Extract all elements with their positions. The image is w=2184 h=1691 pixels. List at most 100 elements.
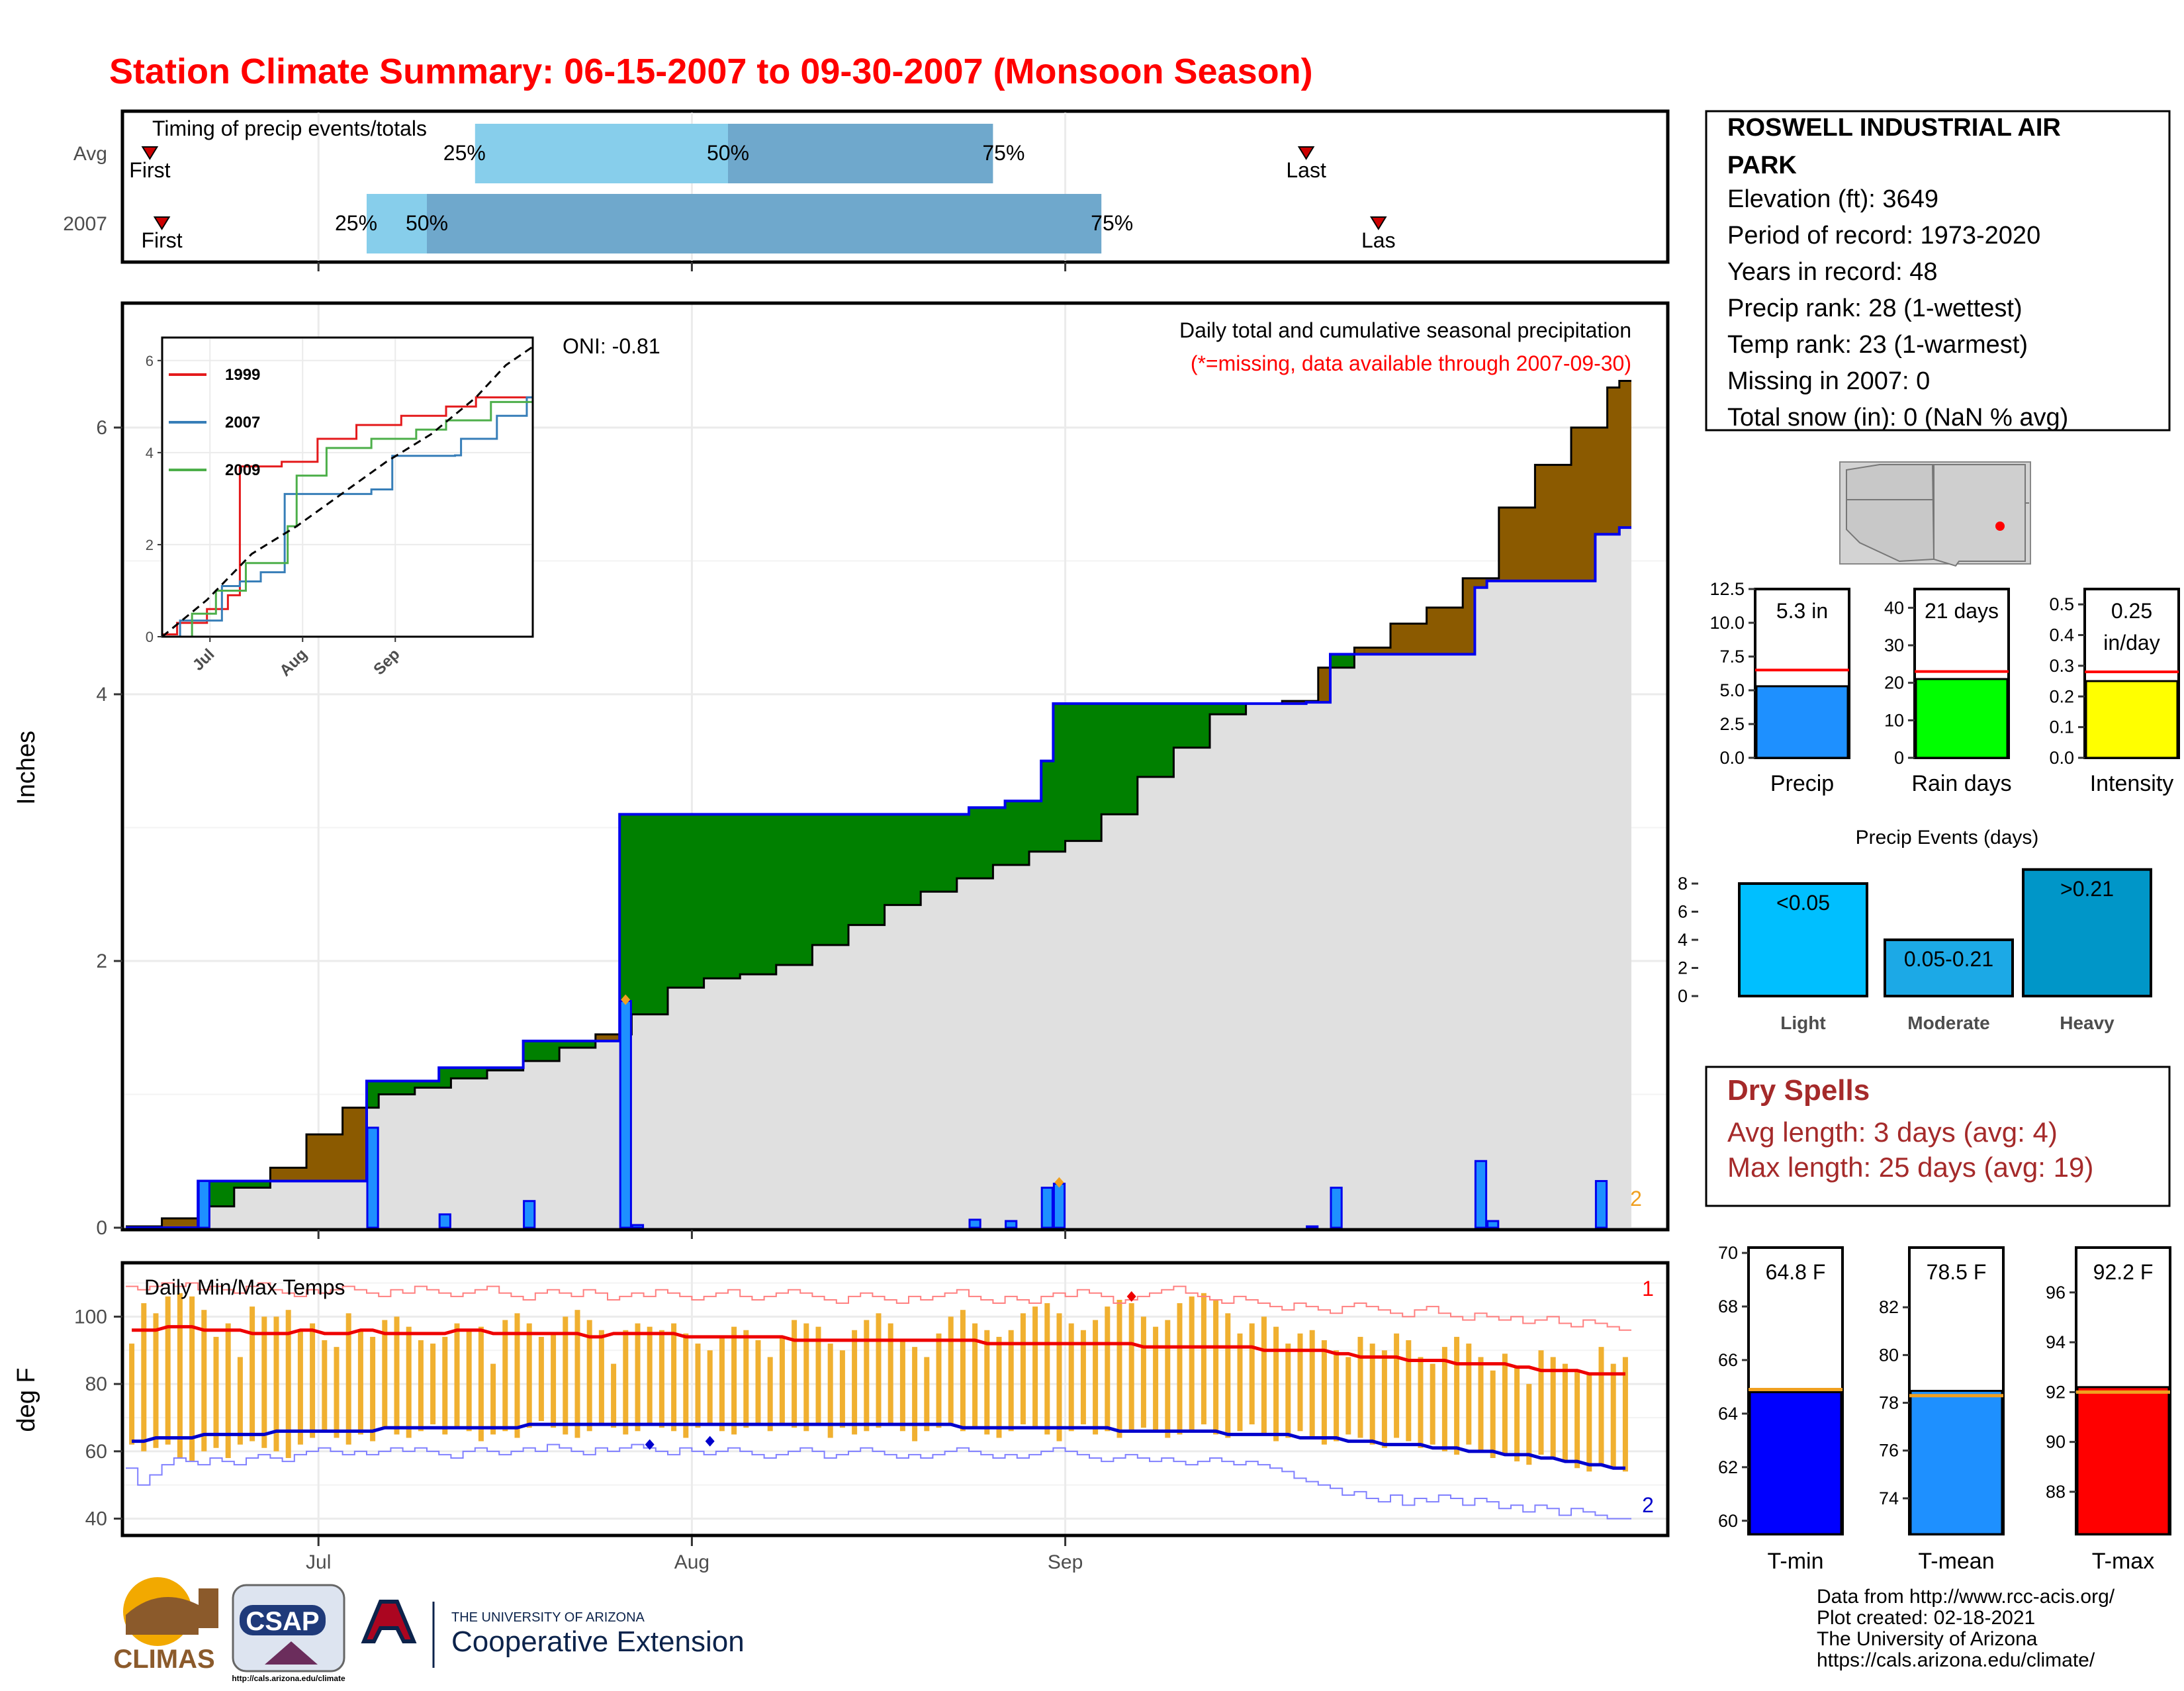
temp-summary-y-tick-label: 66 <box>1718 1350 1738 1370</box>
daily-temp-range-bar <box>792 1320 797 1428</box>
events-bar-light <box>1738 882 1868 997</box>
month-label: Sep <box>1048 1551 1083 1573</box>
daily-temp-range-bar <box>526 1323 532 1428</box>
climas-hill-shape <box>126 1597 199 1635</box>
daily-temp-range-bar <box>1622 1357 1628 1472</box>
daily-temp-range-bar <box>864 1320 870 1432</box>
summary-bar-y-tick-label: 0 <box>1894 748 1904 768</box>
daily-temp-range-bar <box>141 1303 147 1451</box>
timing-last-marker <box>1297 146 1315 160</box>
daily-temp-range-bar <box>1080 1330 1086 1425</box>
events-y-tick-label: 4 <box>1678 930 1688 950</box>
daily-temp-range-bar <box>213 1336 219 1448</box>
temp-extreme-marker <box>1126 1291 1136 1302</box>
daily-temp-range-bar <box>406 1326 412 1438</box>
footer-line2: Plot created: 02-18-2021 <box>1817 1607 2035 1629</box>
csap-logo: CSAP http://cals.arizona.edu/climate <box>232 1584 345 1683</box>
inset-y-tick-label: 4 <box>146 445 154 461</box>
daily-temp-range-bar <box>936 1333 942 1428</box>
summary-bar-y-tick-label: 0.0 <box>1719 748 1745 768</box>
temp-summary-category-label: T-min <box>1768 1549 1824 1574</box>
daily-temp-range-bar <box>1213 1299 1219 1435</box>
daily-precip-bar <box>438 1213 451 1229</box>
daily-precip-bar <box>631 1224 645 1229</box>
daily-temp-range-bar <box>1490 1370 1496 1459</box>
precip-y-axis-label: Inches <box>13 731 40 805</box>
station-location-marker <box>1995 522 2005 531</box>
daily-temp-range-bar <box>345 1313 351 1445</box>
events-y-tick-label: 0 <box>1678 986 1688 1006</box>
timing-bar-25-50 <box>475 124 728 183</box>
daily-precip-bar <box>523 1200 536 1229</box>
month-axis-labels: Jul Aug Sep <box>306 1537 1083 1573</box>
daily-temp-range-bar <box>972 1323 978 1428</box>
precip-y-tick-label: 6 <box>96 417 107 439</box>
summary-bar-y-tick-label: 30 <box>1884 635 1904 655</box>
daily-precip-bar <box>1330 1187 1343 1229</box>
daily-temp-range-bar <box>1598 1347 1604 1465</box>
station-info-frame <box>1705 110 2171 432</box>
daily-temp-range-bar <box>779 1336 785 1425</box>
daily-temp-range-bar <box>1418 1357 1424 1448</box>
daily-temp-range-bar <box>310 1323 316 1438</box>
daily-temp-range-bar <box>1454 1336 1460 1455</box>
daily-temp-range-bar <box>960 1310 966 1432</box>
daily-temp-range-bar <box>827 1344 833 1438</box>
daily-temp-range-bar <box>394 1316 400 1435</box>
inset-legend: 1999 2007 2009 <box>169 366 260 479</box>
record-min-step-line <box>126 1443 1631 1520</box>
daily-temp-range-bar <box>1381 1350 1387 1448</box>
summary-bar-category-label: Intensity <box>2090 771 2174 796</box>
summary-bar-y-tick-label: 2.5 <box>1719 714 1745 734</box>
cumulative-2007-line <box>126 526 1631 1229</box>
daily-temp-range-bar <box>285 1310 291 1459</box>
summary-bar-y-tick-label: 20 <box>1884 673 1904 693</box>
precip-areas <box>126 379 1631 1229</box>
temp-summary-y-tick-label: 80 <box>1879 1345 1899 1365</box>
daily-temp-range-bar <box>418 1340 424 1432</box>
summary-bar-value <box>1755 685 1849 759</box>
daily-temp-range-bar <box>225 1323 231 1459</box>
daily-temp-range-bar <box>165 1296 171 1445</box>
daily-precip-bar <box>197 1179 210 1229</box>
daily-precip-bar <box>1040 1187 1054 1229</box>
station-years: Years in record: 48 <box>1727 258 1938 286</box>
precip-y-ticks: 0 2 4 6 <box>96 417 1067 1239</box>
daily-temp-range-bar <box>1502 1353 1508 1455</box>
daily-precip-marker <box>1054 1177 1064 1188</box>
month-label: Aug <box>674 1551 709 1573</box>
inset-avg-line <box>161 345 533 638</box>
daily-temp-range-bar <box>1526 1384 1532 1465</box>
daily-temp-range-bar <box>129 1344 135 1445</box>
station-info-box: ROSWELL INDUSTRIAL AIR PARK Elevation (f… <box>1705 110 2171 432</box>
events-bar-label: <0.05 <box>1776 891 1830 915</box>
map-newmexico-shape <box>1933 464 2026 567</box>
daily-temp-range-bar <box>611 1363 617 1428</box>
daily-temp-range-bar <box>659 1330 664 1428</box>
daily-temp-range-bar <box>322 1340 328 1432</box>
inset-y-tick-label: 0 <box>146 629 154 645</box>
timing-first-marker <box>153 216 171 230</box>
timing-p75-label: 75% <box>982 141 1024 165</box>
events-category-label: Heavy <box>2060 1013 2115 1033</box>
station-period: Period of record: 1973-2020 <box>1727 222 2040 250</box>
temp-summary-y-tick-label: 94 <box>2046 1332 2066 1352</box>
daily-temp-range-bar <box>1562 1363 1568 1462</box>
daily-temp-range-bar <box>261 1316 267 1448</box>
daily-temp-range-bar <box>1334 1350 1340 1441</box>
daily-temp-range-bar <box>1273 1326 1279 1441</box>
daily-temp-range-bar <box>683 1333 689 1438</box>
csap-mountain-shape <box>265 1641 318 1665</box>
daily-temp-range-bar <box>250 1306 255 1441</box>
timing-bar-25-50 <box>367 194 427 253</box>
station-temp-rank: Temp rank: 23 (1-warmest) <box>1727 331 2028 359</box>
daily-temp-range-bar <box>719 1336 725 1432</box>
events-bar-moderate <box>1884 938 2014 997</box>
ua-large-text: Cooperative Extension <box>451 1625 745 1658</box>
station-elevation: Elevation (ft): 3649 <box>1727 185 1938 213</box>
temp-summary-category-label: T-max <box>2092 1549 2154 1574</box>
summary-bar-value-label: 21 days <box>1925 599 1999 623</box>
daily-temp-range-bar <box>1189 1296 1195 1432</box>
timing-label: Timing of precip events/totals <box>152 116 427 140</box>
